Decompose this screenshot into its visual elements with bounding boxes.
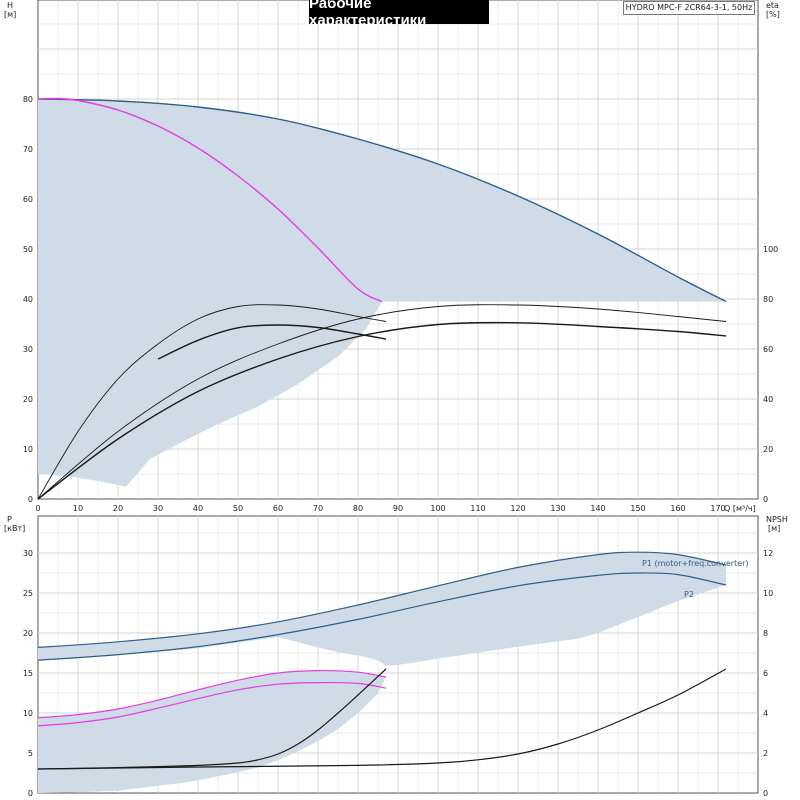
p-tick-label: 15 [23,669,33,678]
top-axes: 0 10 20 30 40 50 60 70 80 90 100 110 120 130 140 150 160… [23,95,778,513]
p-tick-label: 0 [28,789,33,798]
eta-axis-label: eta [766,1,779,10]
p-tick-label: 10 [23,709,33,718]
eta-one-pump-1-curve [37,304,387,500]
q-tick-label: 90 [393,504,403,513]
h-axis-label: H [7,1,13,10]
top-curves [37,97,727,500]
bottom-axes: 0 5 10 15 20 25 30 0 2 4 6 8 10 12 [23,549,773,798]
q-tick-label: 140 [590,504,605,513]
eta-tick-label: 40 [763,395,773,404]
npsh-axis-unit: [м] [768,524,780,533]
h-tick-label: 80 [23,95,33,104]
q-tick-label: 160 [670,504,685,513]
q-tick-label: 40 [193,504,203,513]
q-tick-label: 20 [113,504,123,513]
p-axis-unit: [кВт] [4,524,25,533]
h-axis-unit: [м] [4,10,16,19]
p1-motor-freq-converter--curve [37,551,727,648]
h-tick-label: 70 [23,145,33,154]
eta-two-pumps-1-curve [37,304,727,500]
p-tick-label: 25 [23,589,33,598]
p2-curve [37,572,727,661]
operating-area-band [38,99,726,487]
npsh-tick-label: 2 [763,749,768,758]
npsh-tick-label: 12 [763,549,773,558]
npsh-tick-label: 0 [763,789,768,798]
h-tick-label: 40 [23,295,33,304]
p1-single-curve [37,669,387,719]
eta-tick-label: 80 [763,295,773,304]
p-tick-label: 5 [28,749,33,758]
eta-one-pump-2-curve [157,324,387,360]
q-tick-label: 170 [710,504,725,513]
eta-tick-label: 20 [763,445,773,454]
eta-axis-unit: [%] [766,10,780,19]
eta-tick-label: 60 [763,345,773,354]
q-tick-label: 0 [35,504,40,513]
eta-tick-label: 0 [763,495,768,504]
h-tick-label: 20 [23,395,33,404]
p-axis-label: P [7,515,12,524]
q-tick-label: 80 [353,504,363,513]
q-tick-label: 10 [73,504,83,513]
npsh-tick-label: 10 [763,589,773,598]
npsh-parallel-curve [37,668,727,770]
q-tick-label: 50 [233,504,243,513]
q-tick-label: 130 [550,504,565,513]
eta-two-pumps-2-curve [37,321,727,500]
q-tick-label: 60 [273,504,283,513]
chart-title: Рабочие характеристики [309,0,489,29]
npsh-tick-label: 4 [763,709,768,718]
h-tick-label: 10 [23,445,33,454]
h-tick-label: 50 [23,245,33,254]
q-tick-label: 150 [630,504,645,513]
npsh-tick-label: 6 [763,669,768,678]
p2-single-curve [37,681,387,727]
q-tick-label: 110 [470,504,485,513]
h-tick-label: 60 [23,195,33,204]
npsh-axis-label: NPSH [766,515,788,524]
npsh-tick-label: 8 [763,629,768,638]
h-tick-label: 0 [28,495,33,504]
bottom-curves [37,551,727,770]
p1-series-label: P1 (motor+freq.converter) [642,559,749,568]
power-band-1 [38,670,386,793]
p2-series-label: P2 [684,590,694,599]
q-tick-label: 70 [313,504,323,513]
q-tick-label: 100 [430,504,445,513]
p-tick-label: 20 [23,629,33,638]
top-operating-area [38,99,726,487]
h-single-curve [37,97,383,303]
p-tick-label: 30 [23,549,33,558]
q-tick-label: 120 [510,504,525,513]
eta-tick-label: 100 [763,245,778,254]
h-tick-label: 30 [23,345,33,354]
h-max-curve [37,98,727,303]
q-tick-label: 30 [153,504,163,513]
pump-model-label: HYDRO MPC-F 2CR64-3-1, 50Hz [623,1,755,15]
q-axis-label: Q [м³/ч] [724,504,756,513]
